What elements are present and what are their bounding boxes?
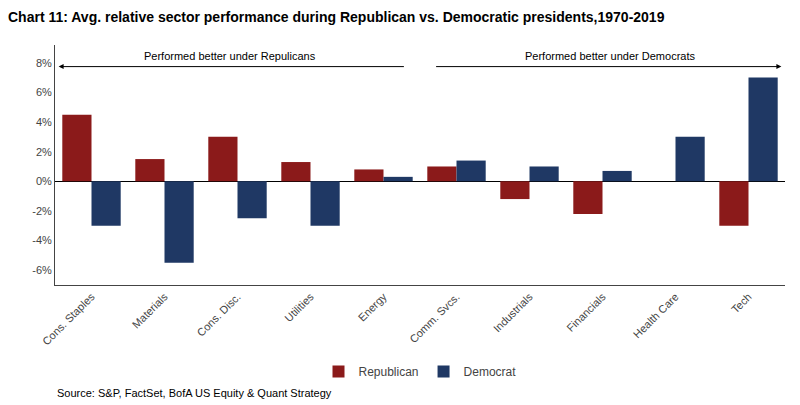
svg-text:Source: S&P, FactSet, BofA US: Source: S&P, FactSet, BofA US Equity & Q… [57,387,332,399]
svg-text:Utilities: Utilities [282,290,316,324]
svg-text:Industrials: Industrials [491,290,535,334]
svg-text:Financials: Financials [564,290,608,334]
svg-text:Health Care: Health Care [631,291,681,341]
svg-text:4%: 4% [36,116,52,128]
svg-text:Chart 11: Avg. relative sector: Chart 11: Avg. relative sector performan… [8,9,665,25]
svg-text:Cons. Disc.: Cons. Disc. [195,291,243,339]
svg-text:Performed better under Repulic: Performed better under Repulicans [144,50,316,62]
svg-text:Performed better under Democra: Performed better under Democrats [525,50,695,62]
svg-text:8%: 8% [36,57,52,69]
svg-text:Materials: Materials [130,290,170,330]
svg-text:Comm. Svcs.: Comm. Svcs. [407,291,462,346]
svg-text:-2%: -2% [32,205,52,217]
svg-text:0%: 0% [36,175,52,187]
svg-text:2%: 2% [36,146,52,158]
svg-text:-6%: -6% [32,264,52,276]
svg-text:Democrat: Democrat [464,365,517,379]
svg-text:Republican: Republican [359,365,419,379]
svg-text:Tech: Tech [729,291,754,316]
svg-text:Energy: Energy [356,290,389,323]
svg-text:-4%: -4% [32,234,52,246]
svg-text:Cons. Staples: Cons. Staples [40,290,97,347]
svg-text:6%: 6% [36,86,52,98]
